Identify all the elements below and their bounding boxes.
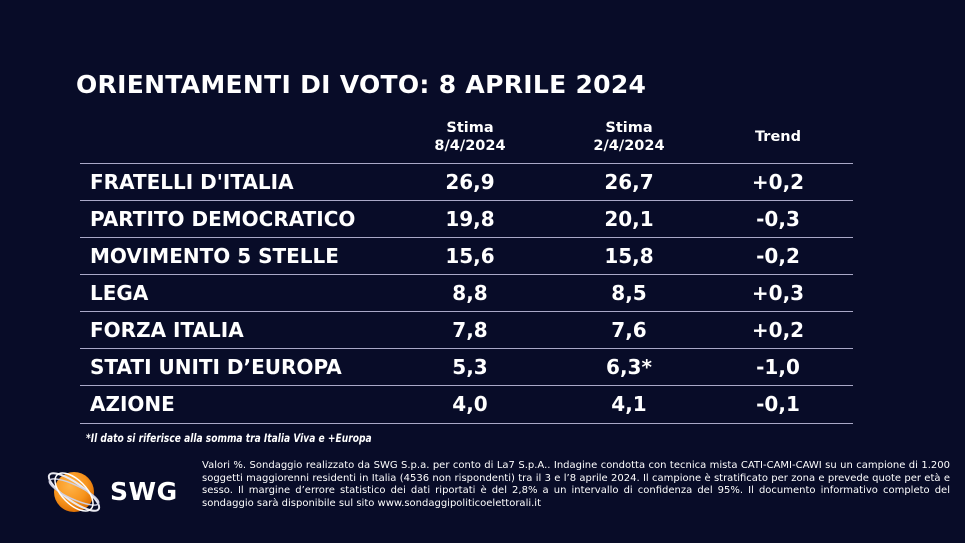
party-name: LEGA <box>90 281 149 305</box>
estimate-current: 4,0 <box>452 392 488 416</box>
column-header-line2: 2/4/2024 <box>593 138 665 154</box>
estimate-current: 19,8 <box>445 207 495 231</box>
estimate-current: 26,9 <box>445 170 495 194</box>
trend-value: +0,3 <box>751 281 805 305</box>
methodology-disclaimer: Valori %. Sondaggio realizzato da SWG S.… <box>202 460 950 509</box>
table-row: PARTITO DEMOCRATICO 19,8 20,1 -0,3 <box>80 200 853 237</box>
logo-text: SWG <box>110 477 178 506</box>
trend-value: -0,2 <box>756 244 800 268</box>
trend-value: -0,3 <box>756 207 800 231</box>
party-name: FRATELLI D'ITALIA <box>90 170 294 194</box>
trend-value: +0,2 <box>751 170 805 194</box>
table-row: FORZA ITALIA 7,8 7,6 +0,2 <box>80 311 853 348</box>
column-header-stima-previous: Stima 2/4/2024 <box>574 119 684 155</box>
table-row: FRATELLI D'ITALIA 26,9 26,7 +0,2 <box>80 163 853 200</box>
party-name: STATI UNITI D’EUROPA <box>90 355 342 379</box>
column-header-line1: Trend <box>755 129 801 145</box>
table-row: MOVIMENTO 5 STELLE 15,6 15,8 -0,2 <box>80 237 853 274</box>
estimate-current: 7,8 <box>452 318 488 342</box>
party-name: FORZA ITALIA <box>90 318 244 342</box>
column-header-stima-current: Stima 8/4/2024 <box>415 119 525 155</box>
estimate-current: 5,3 <box>452 355 488 379</box>
globe-orbit-icon <box>47 472 101 512</box>
estimate-previous: 4,1 <box>611 392 647 416</box>
estimate-previous: 7,6 <box>611 318 647 342</box>
column-header-line2: 8/4/2024 <box>434 138 506 154</box>
footnote: *Il dato si riferisce alla somma tra Ita… <box>86 431 372 445</box>
table-row: LEGA 8,8 8,5 +0,3 <box>80 274 853 311</box>
column-header-trend: Trend <box>728 128 828 146</box>
estimate-previous: 26,7 <box>604 170 654 194</box>
trend-value: +0,2 <box>751 318 805 342</box>
estimate-current: 8,8 <box>452 281 488 305</box>
table-row: AZIONE 4,0 4,1 -0,1 <box>80 385 853 424</box>
table-row: STATI UNITI D’EUROPA 5,3 6,3* -1,0 <box>80 348 853 385</box>
column-header-line1: Stima <box>446 120 494 136</box>
poll-table: FRATELLI D'ITALIA 26,9 26,7 +0,2 PARTITO… <box>80 163 853 424</box>
estimate-previous: 15,8 <box>604 244 654 268</box>
trend-value: -0,1 <box>756 392 800 416</box>
trend-value: -1,0 <box>756 355 800 379</box>
estimate-previous: 20,1 <box>604 207 654 231</box>
estimate-current: 15,6 <box>445 244 495 268</box>
party-name: PARTITO DEMOCRATICO <box>90 207 356 231</box>
swg-logo <box>38 462 188 522</box>
party-name: AZIONE <box>90 392 175 416</box>
column-header-line1: Stima <box>605 120 653 136</box>
estimate-previous: 8,5 <box>611 281 647 305</box>
estimate-previous: 6,3* <box>606 355 652 379</box>
party-name: MOVIMENTO 5 STELLE <box>90 244 339 268</box>
page-title: ORIENTAMENTI DI VOTO: 8 APRILE 2024 <box>76 70 647 99</box>
